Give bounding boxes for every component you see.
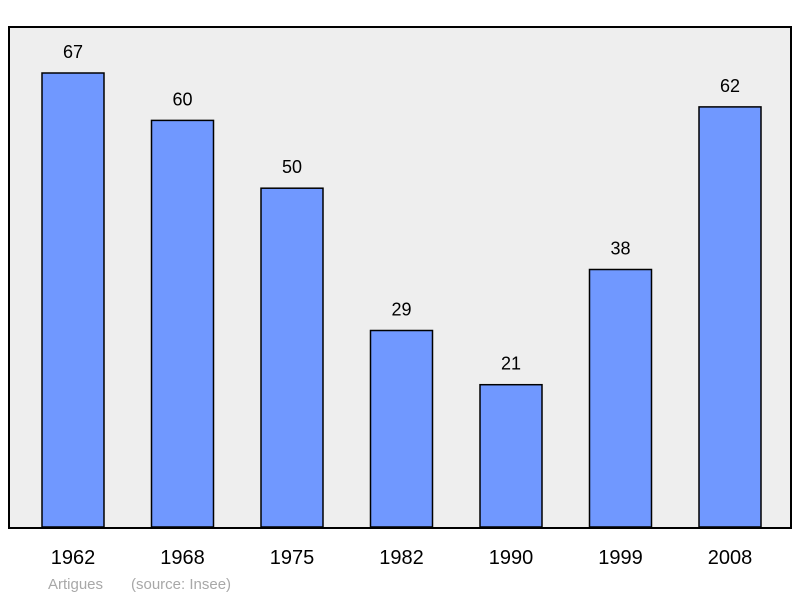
value-label-1982: 29 bbox=[391, 300, 411, 320]
x-tick-label-1975: 1975 bbox=[270, 547, 315, 569]
bar-1975 bbox=[260, 187, 324, 528]
bar-2008 bbox=[698, 106, 762, 528]
bar-1968 bbox=[150, 119, 215, 528]
x-tick-label-1982: 1982 bbox=[379, 547, 424, 569]
value-label-1962: 67 bbox=[63, 42, 83, 62]
value-label-2008: 62 bbox=[720, 76, 740, 96]
value-labels-group: 67 60 50 29 21 38 62 bbox=[63, 42, 740, 374]
value-label-1975: 50 bbox=[282, 157, 302, 177]
value-label-1990: 21 bbox=[501, 354, 521, 374]
x-tick-label-1962: 1962 bbox=[51, 547, 96, 569]
value-label-1968: 60 bbox=[172, 89, 192, 109]
x-tick-labels-group: 1962 1968 1975 1982 1990 1999 2008 bbox=[51, 547, 753, 569]
caption-place: Artigues bbox=[48, 576, 103, 593]
bar-1990 bbox=[479, 383, 543, 528]
bar-1962 bbox=[41, 72, 105, 528]
x-tick-label-1990: 1990 bbox=[489, 547, 534, 569]
bar-1982 bbox=[369, 329, 434, 528]
x-tick-label-1999: 1999 bbox=[598, 547, 643, 569]
value-label-1999: 38 bbox=[610, 239, 630, 259]
x-tick-label-1968: 1968 bbox=[160, 547, 205, 569]
x-tick-label-2008: 2008 bbox=[708, 547, 753, 569]
caption-source: (source: Insee) bbox=[131, 576, 231, 593]
bars-group bbox=[41, 72, 762, 528]
bar-1999 bbox=[588, 268, 653, 528]
